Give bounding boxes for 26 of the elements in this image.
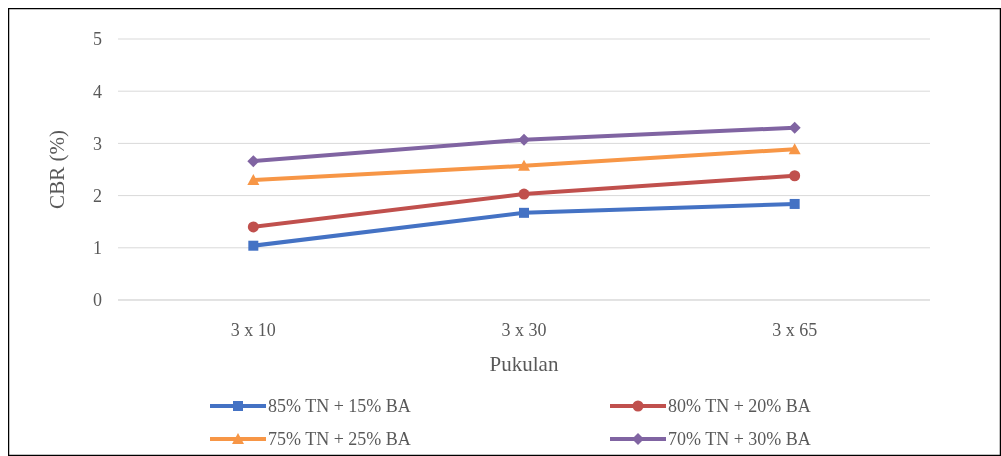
y-tick-label: 0 — [93, 290, 102, 311]
y-tick-label: 4 — [93, 81, 102, 102]
point — [247, 155, 260, 168]
point — [518, 133, 530, 146]
y-axis-title: CBR (%) — [45, 130, 69, 209]
point — [789, 170, 801, 182]
legend-label: 80% TN + 20% BA — [668, 396, 811, 417]
x-tick-label: 3 x 10 — [230, 320, 276, 340]
point — [248, 240, 259, 251]
x-tick-label: 3 x 65 — [772, 320, 818, 340]
x-tick-label: 3 x 30 — [501, 320, 547, 340]
point — [247, 173, 260, 185]
point — [519, 207, 529, 218]
point — [518, 188, 530, 200]
point — [788, 143, 801, 155]
y-tick-label: 1 — [93, 238, 102, 259]
legend-label: 70% TN + 30% BA — [668, 429, 811, 450]
point — [789, 198, 800, 209]
y-tick-label: 5 — [93, 29, 102, 50]
y-tick-label: 2 — [93, 185, 102, 206]
point — [247, 221, 259, 233]
legend-label: 75% TN + 25% BA — [268, 429, 411, 450]
point — [518, 159, 530, 171]
legend-label: 85% TN + 15% BA — [268, 396, 411, 417]
y-tick-label: 3 — [93, 133, 102, 154]
x-axis-title: Pukulan — [489, 352, 559, 376]
